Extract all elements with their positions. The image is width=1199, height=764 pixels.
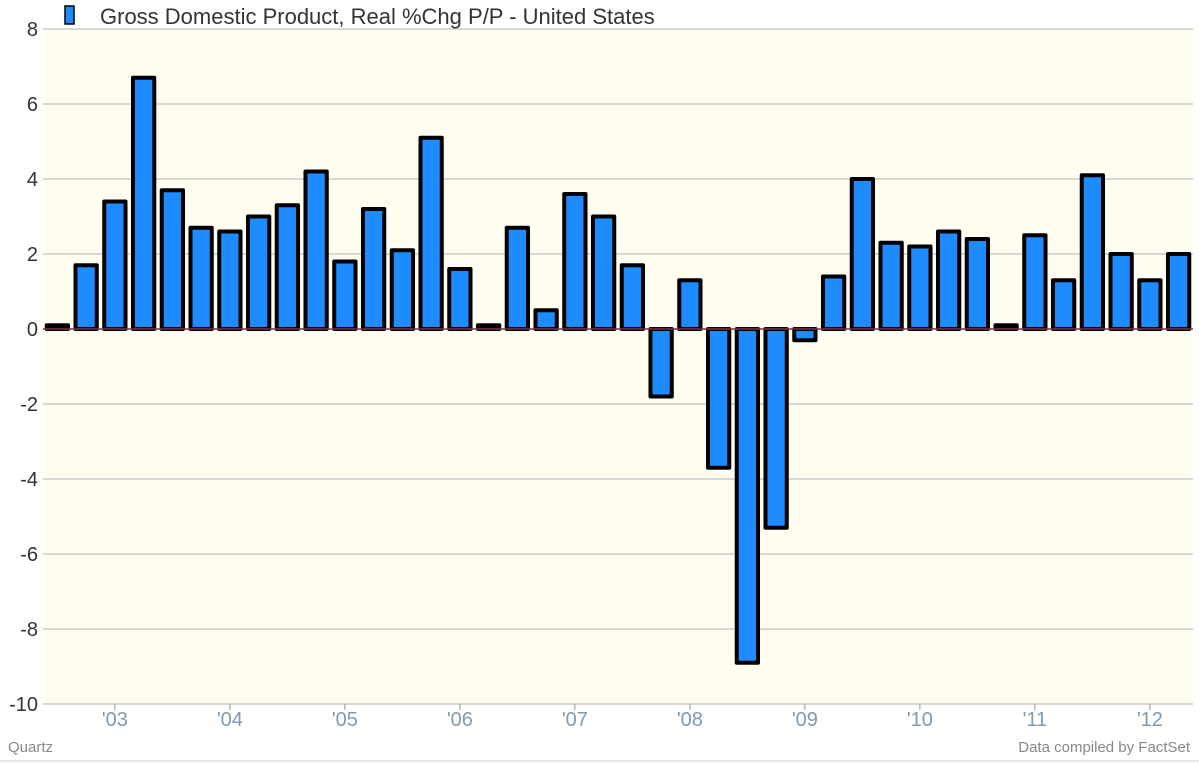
source-left: Quartz	[8, 739, 53, 756]
bar	[820, 274, 847, 331]
bar	[130, 75, 157, 331]
bar	[332, 259, 358, 331]
bar	[504, 225, 531, 331]
bar	[964, 237, 991, 331]
bar	[1165, 252, 1192, 331]
x-tick-label: '09	[792, 709, 818, 731]
legend: Gross Domestic Product, Real %Chg P/P - …	[64, 4, 655, 29]
bar	[619, 263, 646, 331]
bar	[245, 214, 272, 331]
bar	[303, 169, 329, 331]
y-tick-label: 4	[27, 169, 38, 191]
legend-label: Gross Domestic Product, Real %Chg P/P - …	[100, 4, 655, 29]
y-tick-label: 6	[27, 94, 38, 116]
bar	[763, 327, 789, 530]
bar	[734, 327, 761, 665]
bars	[44, 75, 1192, 665]
bar	[907, 244, 933, 331]
x-tick-label: '11	[1023, 709, 1048, 731]
x-tick-label: '06	[447, 709, 473, 731]
bar	[1108, 252, 1134, 331]
x-tick-label: '04	[217, 709, 243, 731]
y-tick-label: 0	[27, 319, 38, 341]
bar	[389, 248, 416, 331]
bar	[418, 135, 444, 331]
bar	[102, 199, 128, 331]
bar	[1022, 233, 1048, 331]
y-tick-label: -4	[20, 469, 38, 491]
x-tick-label: '03	[102, 709, 128, 731]
bar	[705, 327, 732, 470]
plot-area	[43, 29, 1193, 704]
x-tick-label: '07	[562, 709, 588, 731]
bar	[1050, 278, 1077, 331]
bar	[274, 203, 301, 331]
bar	[792, 327, 818, 343]
bar	[849, 177, 876, 331]
y-tick-label: -8	[20, 619, 38, 641]
bar	[188, 225, 214, 331]
bar	[447, 267, 473, 331]
y-tick-label: 2	[27, 244, 38, 266]
x-tick-label: '10	[907, 709, 933, 731]
bar	[1079, 173, 1106, 331]
bar	[648, 327, 674, 399]
source-right: Data compiled by FactSet	[1018, 739, 1191, 756]
bar	[73, 263, 99, 331]
bar	[159, 188, 186, 331]
bar	[217, 229, 243, 331]
x-tick-label: '12	[1137, 709, 1163, 731]
bar	[360, 207, 387, 331]
bar	[1137, 278, 1163, 331]
y-tick-label: -2	[20, 394, 38, 416]
bar	[935, 229, 962, 331]
x-tick-label: '08	[677, 709, 703, 731]
bar	[533, 308, 559, 331]
x-tick-label: '05	[332, 709, 358, 731]
bar	[878, 240, 904, 331]
bar	[562, 192, 588, 331]
legend-swatch	[64, 5, 75, 25]
bar	[677, 278, 703, 331]
y-tick-label: 8	[27, 19, 38, 41]
y-axis-ticks: 8 6 4 2 0 -2 -4 -6 -8 -10	[9, 19, 38, 716]
y-tick-label: -10	[9, 694, 38, 716]
y-tick-label: -6	[20, 544, 38, 566]
bar	[590, 214, 617, 331]
x-axis-ticks: '03 '04 '05 '06 '07 '08 '09 '10 '11 '12	[102, 704, 1163, 731]
